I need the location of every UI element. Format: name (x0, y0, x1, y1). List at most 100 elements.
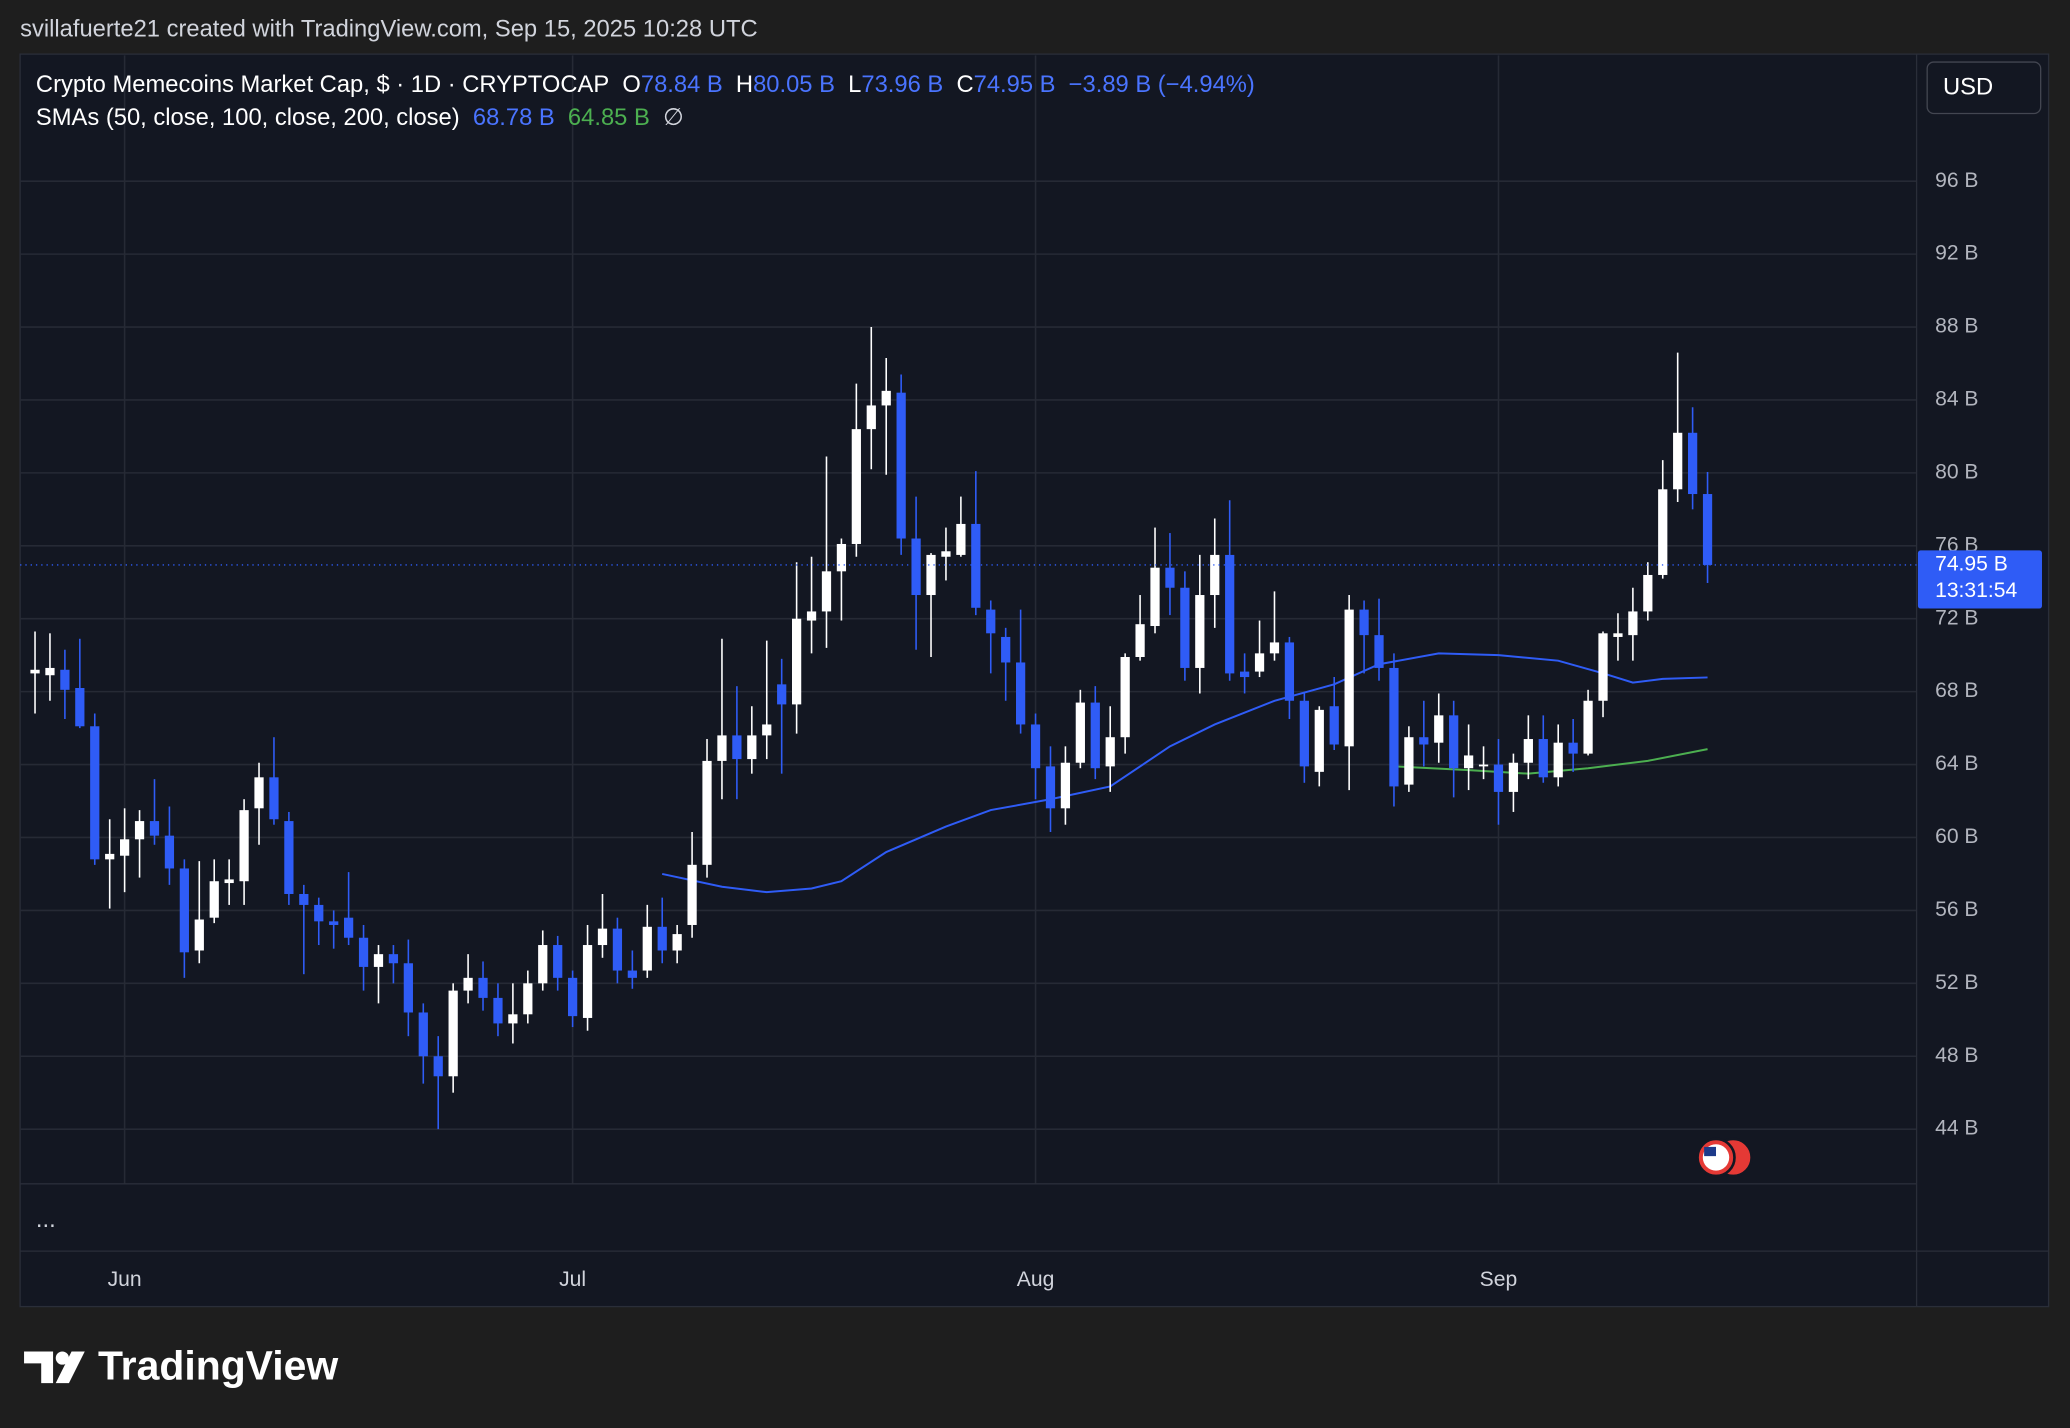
candle-body (1628, 611, 1638, 636)
high-value: 80.05 B (753, 71, 835, 98)
candle-body (30, 669, 40, 674)
candle-body (120, 839, 130, 856)
candle-body (627, 970, 637, 978)
candle-body (1090, 702, 1100, 769)
candle-body (1374, 635, 1384, 668)
y-tick-label: 96 B (1935, 169, 1978, 192)
candle-body (463, 977, 473, 991)
candle-body (149, 821, 160, 836)
candle-body (941, 551, 951, 557)
candle-body (582, 945, 593, 1018)
candle-body (896, 392, 906, 539)
candle-body (60, 669, 70, 690)
candle-body (911, 538, 921, 596)
candle-body (881, 390, 891, 406)
sma200-value: ∅ (663, 104, 684, 131)
candle-body (553, 945, 563, 978)
price-badge (1917, 550, 2042, 609)
indicator-row: SMAs (50, close, 100, close, 200, close)… (36, 104, 684, 131)
close-value: 74.95 B (974, 71, 1056, 98)
credit: svillafuerte21 created with TradingView.… (20, 16, 758, 43)
candle-body (702, 760, 712, 865)
candle-body (164, 835, 175, 869)
candle-body (538, 945, 548, 984)
candle-body (777, 684, 787, 705)
candle-body (762, 724, 772, 736)
low-label: L (848, 71, 861, 98)
sma50-value: 68.78 B (473, 104, 555, 131)
candle-body (1165, 567, 1175, 588)
candles (30, 327, 1713, 1130)
candle-body (1150, 567, 1160, 627)
candle-body (1060, 762, 1071, 809)
candle-body (1314, 709, 1324, 772)
y-tick-label: 80 B (1935, 460, 1978, 483)
candle-body (821, 571, 832, 612)
y-tick-label: 68 B (1935, 679, 1978, 702)
candle-body (672, 934, 682, 951)
high-label: H (736, 71, 753, 98)
candle-body (75, 687, 85, 727)
candle-body (1254, 653, 1265, 672)
open-value: 78.84 B (641, 71, 723, 98)
currency-label[interactable]: USD (1943, 74, 1993, 101)
candle-body (344, 917, 354, 938)
candle-body (1583, 700, 1593, 754)
y-tick-label: 44 B (1935, 1117, 1978, 1140)
candle-body (1001, 636, 1011, 663)
candle-body (388, 954, 399, 964)
y-tick-label: 64 B (1935, 752, 1978, 775)
candle-body (433, 1056, 443, 1077)
brand-logo (24, 1351, 85, 1384)
candle-body (493, 997, 503, 1024)
low-value: 73.96 B (861, 71, 943, 98)
candle-body (1015, 662, 1026, 725)
candle-body (1658, 489, 1668, 575)
currency-button[interactable] (1926, 61, 2042, 115)
candle-body (1210, 554, 1220, 596)
candle-body (1673, 432, 1683, 490)
candle-body (179, 868, 189, 953)
sma100-value: 64.85 B (568, 104, 650, 131)
candle-body (1538, 739, 1548, 778)
y-tick-label: 72 B (1935, 606, 1978, 629)
candle-body (105, 853, 115, 860)
candle-body (597, 928, 608, 946)
candle-body (448, 990, 458, 1077)
candle-body (209, 881, 219, 918)
x-tick-label: Aug (1017, 1268, 1055, 1291)
candle-body (508, 1014, 518, 1024)
candle-body (1478, 764, 1489, 767)
candle-body (329, 921, 339, 925)
candle-body (1180, 587, 1190, 668)
candle-body (1702, 494, 1713, 565)
brand-name: TradingView (98, 1342, 338, 1388)
candle-body (1225, 554, 1235, 674)
candle-body (1120, 657, 1130, 738)
candle-body (1299, 700, 1309, 767)
candle-body (866, 405, 876, 430)
candle-body (239, 810, 249, 882)
candle-body (284, 821, 294, 894)
candle-body (358, 937, 369, 967)
candle-body (373, 954, 384, 967)
candle-body (1045, 766, 1056, 809)
candle-body (657, 926, 667, 951)
candle-body (687, 864, 697, 925)
close-label: C (956, 71, 973, 98)
candle-body (45, 667, 55, 676)
chart-frame (19, 53, 2050, 1308)
candle-body (642, 926, 652, 971)
symbol: Crypto Memecoins Market Cap, $ · 1D · CR… (36, 71, 609, 98)
candle-body (1687, 432, 1698, 495)
candle-body (1419, 737, 1429, 745)
candle-body (254, 777, 264, 809)
pane-menu[interactable]: ... (36, 1206, 56, 1233)
candle-body (1344, 609, 1354, 747)
candle-body (134, 821, 145, 840)
grid (20, 55, 1917, 1184)
candle-body (1359, 609, 1369, 636)
candle-body (1075, 702, 1085, 763)
candle-body (732, 735, 742, 760)
